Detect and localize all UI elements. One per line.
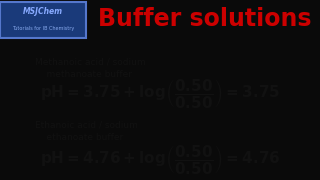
Text: Ethanoic acid / sodium
    ethanoate buffer: Ethanoic acid / sodium ethanoate buffer <box>35 121 137 142</box>
Text: MSJChem: MSJChem <box>23 7 63 16</box>
Text: $\mathbf{pH = 4.76 + log\left(\dfrac{0.50}{0.50}\right) = 4.76}$: $\mathbf{pH = 4.76 + log\left(\dfrac{0.5… <box>40 143 280 176</box>
Text: Methanoic acid / sodium
    methanoate buffer: Methanoic acid / sodium methanoate buffe… <box>35 58 145 79</box>
Text: Buffer solutions: Buffer solutions <box>98 7 312 31</box>
Text: $\mathbf{pH = 3.75 + log\left(\dfrac{0.50}{0.50}\right) = 3.75}$: $\mathbf{pH = 3.75 + log\left(\dfrac{0.5… <box>40 77 280 110</box>
Text: Tutorials for IB Chemistry: Tutorials for IB Chemistry <box>12 26 74 31</box>
FancyBboxPatch shape <box>0 2 86 38</box>
